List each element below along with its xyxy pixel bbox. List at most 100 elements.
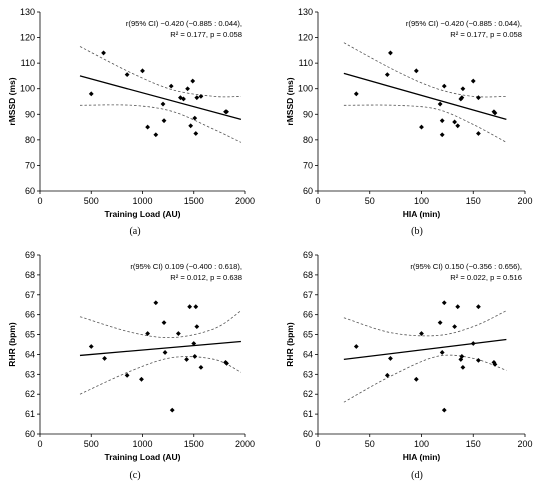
data-point <box>153 132 159 138</box>
y-tick-label: 65 <box>25 330 35 340</box>
y-tick-label: 110 <box>21 58 35 68</box>
stats-annotation: r(95% CI) −0.420 (−0.885 : 0.044), <box>126 19 242 28</box>
data-point <box>441 83 447 89</box>
data-point <box>437 320 443 326</box>
y-tick-label: 60 <box>25 429 35 439</box>
x-tick-label: 1000 <box>132 439 152 449</box>
data-point <box>476 358 481 363</box>
regression-line <box>79 75 242 121</box>
y-tick-label: 100 <box>20 84 35 94</box>
data-point <box>198 93 204 99</box>
x-tick-label: 200 <box>517 439 532 449</box>
panel-label: (d) <box>411 470 423 481</box>
x-tick-label: 200 <box>517 196 532 206</box>
x-tick-label: 100 <box>414 196 429 206</box>
data-point <box>88 91 94 97</box>
x-axis-title: HIA (min) <box>403 452 441 462</box>
x-axis-title: Training Load (AU) <box>104 209 180 219</box>
data-point <box>190 78 196 84</box>
data-point <box>388 50 393 56</box>
x-tick-label: 1500 <box>184 439 204 449</box>
y-tick-label: 60 <box>303 186 313 196</box>
y-tick-label: 110 <box>299 58 313 68</box>
data-point <box>161 320 167 326</box>
x-tick-label: 150 <box>466 196 481 206</box>
y-tick-label: 130 <box>298 7 313 17</box>
y-tick-label: 130 <box>20 7 35 17</box>
x-tick-label: 500 <box>84 439 99 449</box>
data-point <box>459 354 465 359</box>
data-point <box>353 344 359 349</box>
data-point <box>470 341 476 346</box>
data-point <box>413 68 419 74</box>
data-point <box>452 119 458 125</box>
x-tick-label: 0 <box>315 439 320 449</box>
data-point <box>413 376 419 382</box>
y-tick-label: 62 <box>25 389 35 399</box>
ci-lower-band <box>343 354 507 403</box>
y-tick-label: 67 <box>25 290 35 300</box>
data-point <box>439 350 445 355</box>
x-tick-label: 0 <box>37 439 42 449</box>
data-point <box>88 344 94 349</box>
y-axis-title: rMSSD (ms) <box>285 77 295 125</box>
data-point <box>168 83 174 89</box>
data-point <box>145 124 151 130</box>
y-tick-label: 68 <box>25 270 35 280</box>
data-point <box>153 300 159 306</box>
data-point <box>184 357 189 362</box>
panel-label: (a) <box>129 226 140 237</box>
x-tick-label: 2000 <box>235 196 255 206</box>
x-tick-label: 50 <box>365 439 375 449</box>
panel-2: 60 70 80 90 100 110 120 130 0 50 100 150 200 HIA (min… <box>285 7 533 237</box>
data-point <box>492 361 498 367</box>
y-tick-label: 70 <box>25 160 35 170</box>
regression-line <box>79 340 241 357</box>
y-tick-label: 60 <box>303 429 313 439</box>
y-tick-label: 63 <box>25 369 35 379</box>
data-point <box>192 354 198 359</box>
stats-annotation: r(95% CI) 0.109 (−0.400 : 0.618), <box>130 262 242 271</box>
ci-upper-band <box>343 310 507 337</box>
x-tick-label: 150 <box>466 439 481 449</box>
x-tick-label: 2000 <box>235 439 255 449</box>
data-point <box>470 78 476 84</box>
data-point <box>102 356 107 361</box>
data-point <box>388 356 393 361</box>
data-point <box>191 341 197 346</box>
stats-annotation: R² = 0.177, p = 0.058 <box>450 30 522 39</box>
x-axis-title: HIA (min) <box>403 209 441 219</box>
panel-4: 60 61 62 63 64 65 66 67 68 69 0 50 100 150 200 HIA (min… <box>285 250 533 481</box>
x-tick-label: 50 <box>365 196 375 206</box>
data-point <box>160 101 166 107</box>
data-point <box>460 364 466 370</box>
ci-lower-band <box>79 104 242 143</box>
x-tick-label: 0 <box>315 196 320 206</box>
y-tick-label: 90 <box>303 109 313 119</box>
data-point <box>188 123 194 129</box>
y-tick-label: 60 <box>25 186 35 196</box>
y-tick-label: 61 <box>303 409 313 419</box>
data-point <box>441 407 447 413</box>
y-tick-label: 100 <box>298 84 313 94</box>
x-axis-title: Training Load (AU) <box>104 452 180 462</box>
data-point <box>185 86 190 92</box>
y-tick-label: 62 <box>303 389 313 399</box>
data-point <box>124 372 130 378</box>
ci-upper-band <box>343 42 507 98</box>
data-point <box>419 124 424 130</box>
data-point <box>162 350 168 355</box>
data-point <box>460 86 466 92</box>
panel-3: 60 61 62 63 64 65 66 67 68 69 0 500 1000 1500 2000 Trai… <box>7 250 255 481</box>
data-point <box>101 50 106 56</box>
data-point <box>192 115 198 121</box>
data-point <box>224 360 229 366</box>
ci-lower-band <box>79 356 242 395</box>
x-tick-label: 1000 <box>132 196 152 206</box>
data-point <box>476 304 481 310</box>
y-tick-label: 67 <box>303 290 313 300</box>
data-point <box>476 95 481 101</box>
y-tick-label: 64 <box>25 349 35 359</box>
data-point <box>452 324 458 329</box>
